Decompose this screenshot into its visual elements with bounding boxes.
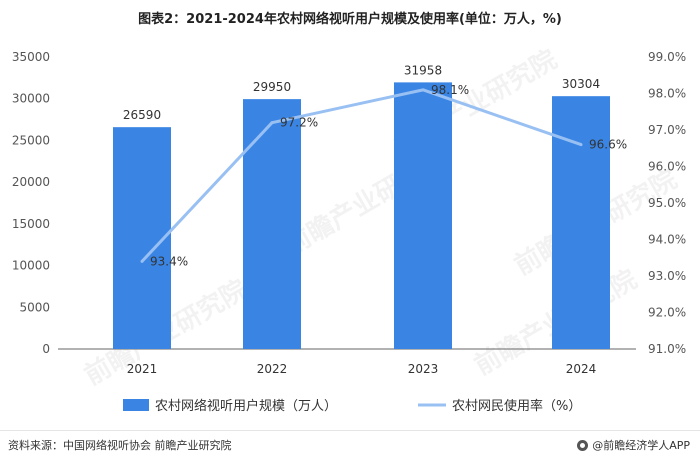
- y-right-tick-label: 97.0%: [648, 123, 686, 137]
- bar-value-label: 26590: [123, 108, 161, 122]
- y-right-tick-label: 92.0%: [648, 306, 686, 320]
- y-left-tick-label: 30000: [12, 92, 50, 106]
- chart-axes: 0 5000 10000 15000 20000 25000 30000 35000 91.0%…: [12, 50, 686, 376]
- line-value-label: 93.4%: [150, 254, 188, 268]
- brand-text: @前瞻经济学人APP: [592, 439, 690, 452]
- footer-divider: [0, 430, 700, 431]
- line-point: [140, 259, 144, 263]
- bar-value-label: 31958: [404, 63, 442, 77]
- x-tick-label: 2023: [408, 362, 439, 376]
- legend-bar-label: 农村网络视听用户规模（万人）: [155, 398, 337, 414]
- brand-logo-icon: [577, 439, 589, 451]
- legend: 农村网络视听用户规模（万人） 农村网民使用率（%）: [123, 398, 581, 414]
- line-value-label: 96.6%: [589, 138, 627, 152]
- chart-title: 图表2：2021-2024年农村网络视听用户规模及使用率(单位：万人，%): [138, 12, 562, 27]
- line-value-label: 97.2%: [280, 116, 318, 130]
- bar: [113, 127, 171, 350]
- line-series: [140, 88, 583, 263]
- x-tick-label: 2024: [566, 362, 597, 376]
- y-left-tick-label: 0: [42, 342, 50, 356]
- bar-value-label: 29950: [253, 80, 291, 94]
- bar-value-label: 30304: [562, 77, 600, 91]
- y-right-tick-label: 94.0%: [648, 233, 686, 247]
- y-right-tick-label: 93.0%: [648, 269, 686, 283]
- brand-credit: @前瞻经济学人APP: [577, 437, 690, 453]
- bar: [552, 96, 610, 349]
- y-left-tick-label: 10000: [12, 259, 50, 273]
- y-right-tick-label: 98.0%: [648, 87, 686, 101]
- usage-rate-line: [140, 88, 582, 263]
- data-labels: 26590 29950 31958 30304 93.4% 97.2% 98.1% 96.6%: [123, 63, 627, 268]
- legend-bar-swatch: [123, 399, 149, 411]
- y-left-tick-label: 15000: [12, 217, 50, 231]
- y-left-tick-label: 5000: [19, 300, 50, 314]
- x-tick-label: 2021: [127, 362, 158, 376]
- y-left-tick-label: 25000: [12, 133, 50, 147]
- line-point: [270, 121, 274, 125]
- y-right-tick-label: 91.0%: [648, 342, 686, 356]
- bar: [243, 99, 301, 349]
- line-point: [579, 143, 583, 147]
- y-right-tick-label: 99.0%: [648, 50, 686, 64]
- legend-line-label: 农村网民使用率（%）: [452, 398, 581, 414]
- y-left-tick-label: 20000: [12, 175, 50, 189]
- line-point: [421, 88, 425, 92]
- bar: [394, 82, 452, 350]
- x-tick-label: 2022: [257, 362, 288, 376]
- y-right-tick-label: 95.0%: [648, 196, 686, 210]
- source-note: 资料来源：中国网络视听协会 前瞻产业研究院: [8, 439, 232, 452]
- y-left-tick-label: 35000: [12, 50, 50, 64]
- y-right-tick-label: 96.0%: [648, 160, 686, 174]
- line-value-label: 98.1%: [431, 83, 469, 97]
